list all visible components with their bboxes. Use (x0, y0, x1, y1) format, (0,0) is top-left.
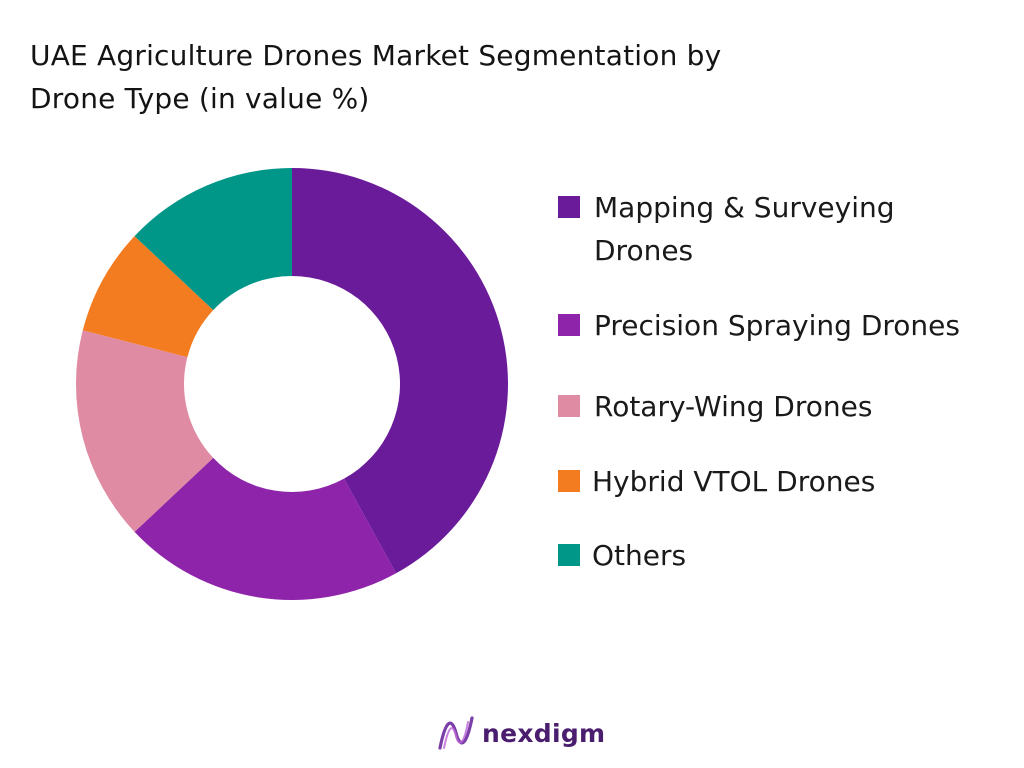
legend-item-mapping-surveying: Mapping & Surveying Drones (558, 186, 974, 272)
legend-swatch (558, 395, 580, 417)
legend-swatch (558, 196, 580, 218)
donut-slice-mapping-surveying (292, 168, 508, 574)
legend-label: Hybrid VTOL Drones (592, 465, 876, 498)
chart-title: UAE Agriculture Drones Market Segmentati… (30, 34, 850, 120)
chart-title-line-1: UAE Agriculture Drones Market Segmentati… (30, 39, 722, 72)
nexdigm-logo-icon (436, 714, 476, 752)
legend-swatch (558, 470, 580, 492)
legend-item-rotary-wing: Rotary-Wing Drones (558, 385, 1014, 428)
legend-swatch (558, 544, 580, 566)
legend-item-others: Others (558, 534, 1012, 577)
brand-name: nexdigm (482, 718, 606, 748)
donut-slice-rotary-wing (76, 330, 214, 532)
legend-item-hybrid-vtol: Hybrid VTOL Drones (558, 460, 1012, 503)
legend-swatch (558, 314, 580, 336)
donut-slice-precision-spraying (134, 457, 397, 600)
legend-label: Precision Spraying Drones (594, 309, 960, 342)
legend-item-precision-spraying: Precision Spraying Drones (558, 304, 1014, 347)
donut-slice-hybrid-vtol (82, 236, 214, 358)
brand-logo: nexdigm (436, 714, 605, 752)
donut-chart (76, 168, 508, 600)
donut-slice-others (134, 168, 292, 311)
legend-label: Others (592, 539, 687, 572)
legend-label: Mapping & Surveying Drones (594, 191, 895, 267)
chart-title-line-2: Drone Type (in value %) (30, 82, 370, 115)
legend-label: Rotary-Wing Drones (594, 390, 873, 423)
